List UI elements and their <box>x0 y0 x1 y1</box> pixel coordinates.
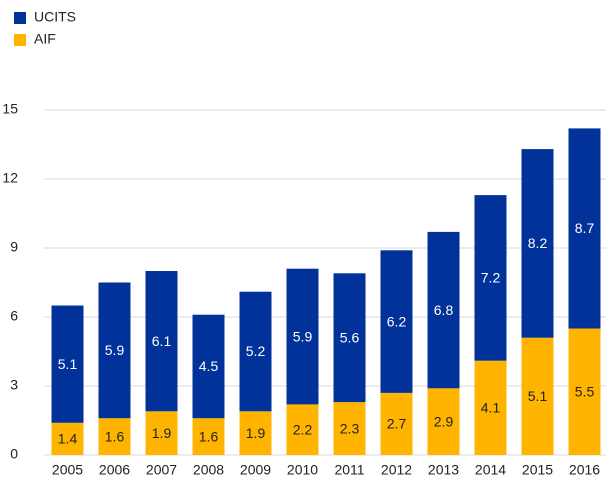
data-label: 1.6 <box>199 428 219 444</box>
y-tick-label: 9 <box>10 239 18 255</box>
data-label: 4.1 <box>481 400 501 416</box>
data-label: 1.9 <box>152 425 172 441</box>
y-tick-label: 6 <box>10 308 18 324</box>
data-label: 4.5 <box>199 358 219 374</box>
bar-segment <box>333 402 366 455</box>
bar-segment <box>98 282 131 419</box>
data-label: 5.9 <box>293 328 313 344</box>
data-label: 5.9 <box>105 342 125 358</box>
x-tick-label: 2009 <box>240 462 271 478</box>
bar-segment <box>192 418 225 455</box>
x-tick-label: 2013 <box>428 462 459 478</box>
data-label: 5.1 <box>58 356 78 372</box>
y-tick-label: 12 <box>2 170 18 186</box>
bar-segment <box>98 418 131 455</box>
data-label: 6.2 <box>387 313 407 329</box>
bar-segment <box>239 411 272 455</box>
x-tick-label: 2008 <box>193 462 224 478</box>
bar-segment <box>286 268 319 405</box>
x-tick-label: 2007 <box>146 462 177 478</box>
data-label: 5.6 <box>340 329 360 345</box>
bar-segment <box>145 271 178 412</box>
bar-segment <box>145 411 178 455</box>
bar-segment <box>427 231 460 389</box>
legend-swatch <box>14 12 26 24</box>
bar-segment <box>568 328 601 455</box>
data-label: 7.2 <box>481 270 501 286</box>
legend-swatch <box>14 34 26 46</box>
x-tick-label: 2010 <box>287 462 318 478</box>
bar-segment <box>380 250 413 393</box>
legend-label: AIF <box>34 31 56 47</box>
bar-segment <box>51 422 84 455</box>
x-tick-label: 2011 <box>334 462 364 478</box>
x-tick-label: 2015 <box>522 462 553 478</box>
x-tick-label: 2006 <box>99 462 130 478</box>
data-label: 2.3 <box>340 420 360 436</box>
bar-segment <box>333 273 366 403</box>
data-label: 1.6 <box>105 428 125 444</box>
data-label: 6.8 <box>434 302 454 318</box>
bar-segment <box>427 388 460 455</box>
bar-segment <box>474 195 507 361</box>
bar-segment <box>474 360 507 455</box>
legend-label: UCITS <box>34 9 76 25</box>
y-tick-label: 3 <box>10 377 18 393</box>
data-label: 2.9 <box>434 413 454 429</box>
data-label: 8.7 <box>575 220 595 236</box>
bar-segment <box>192 314 225 419</box>
data-label: 1.4 <box>58 431 78 447</box>
x-tick-label: 2012 <box>381 462 412 478</box>
bar-segment <box>521 149 554 338</box>
bar-segment <box>568 128 601 329</box>
x-tick-label: 2014 <box>475 462 506 478</box>
data-label: 2.7 <box>387 416 407 432</box>
data-label: 5.5 <box>575 383 595 399</box>
x-tick-label: 2016 <box>569 462 600 478</box>
bar-segment <box>380 392 413 455</box>
data-label: 6.1 <box>152 333 172 349</box>
data-label: 8.2 <box>528 235 548 251</box>
data-label: 1.9 <box>246 425 266 441</box>
bar-segment <box>51 305 84 423</box>
y-tick-label: 0 <box>10 446 18 462</box>
bar-segment <box>286 404 319 455</box>
x-tick-label: 2005 <box>52 462 83 478</box>
data-label: 5.2 <box>246 343 266 359</box>
data-label: 5.1 <box>528 388 548 404</box>
bar-segment <box>521 337 554 455</box>
bar-segment <box>239 291 272 412</box>
y-tick-label: 15 <box>2 101 18 117</box>
data-label: 2.2 <box>293 421 313 437</box>
